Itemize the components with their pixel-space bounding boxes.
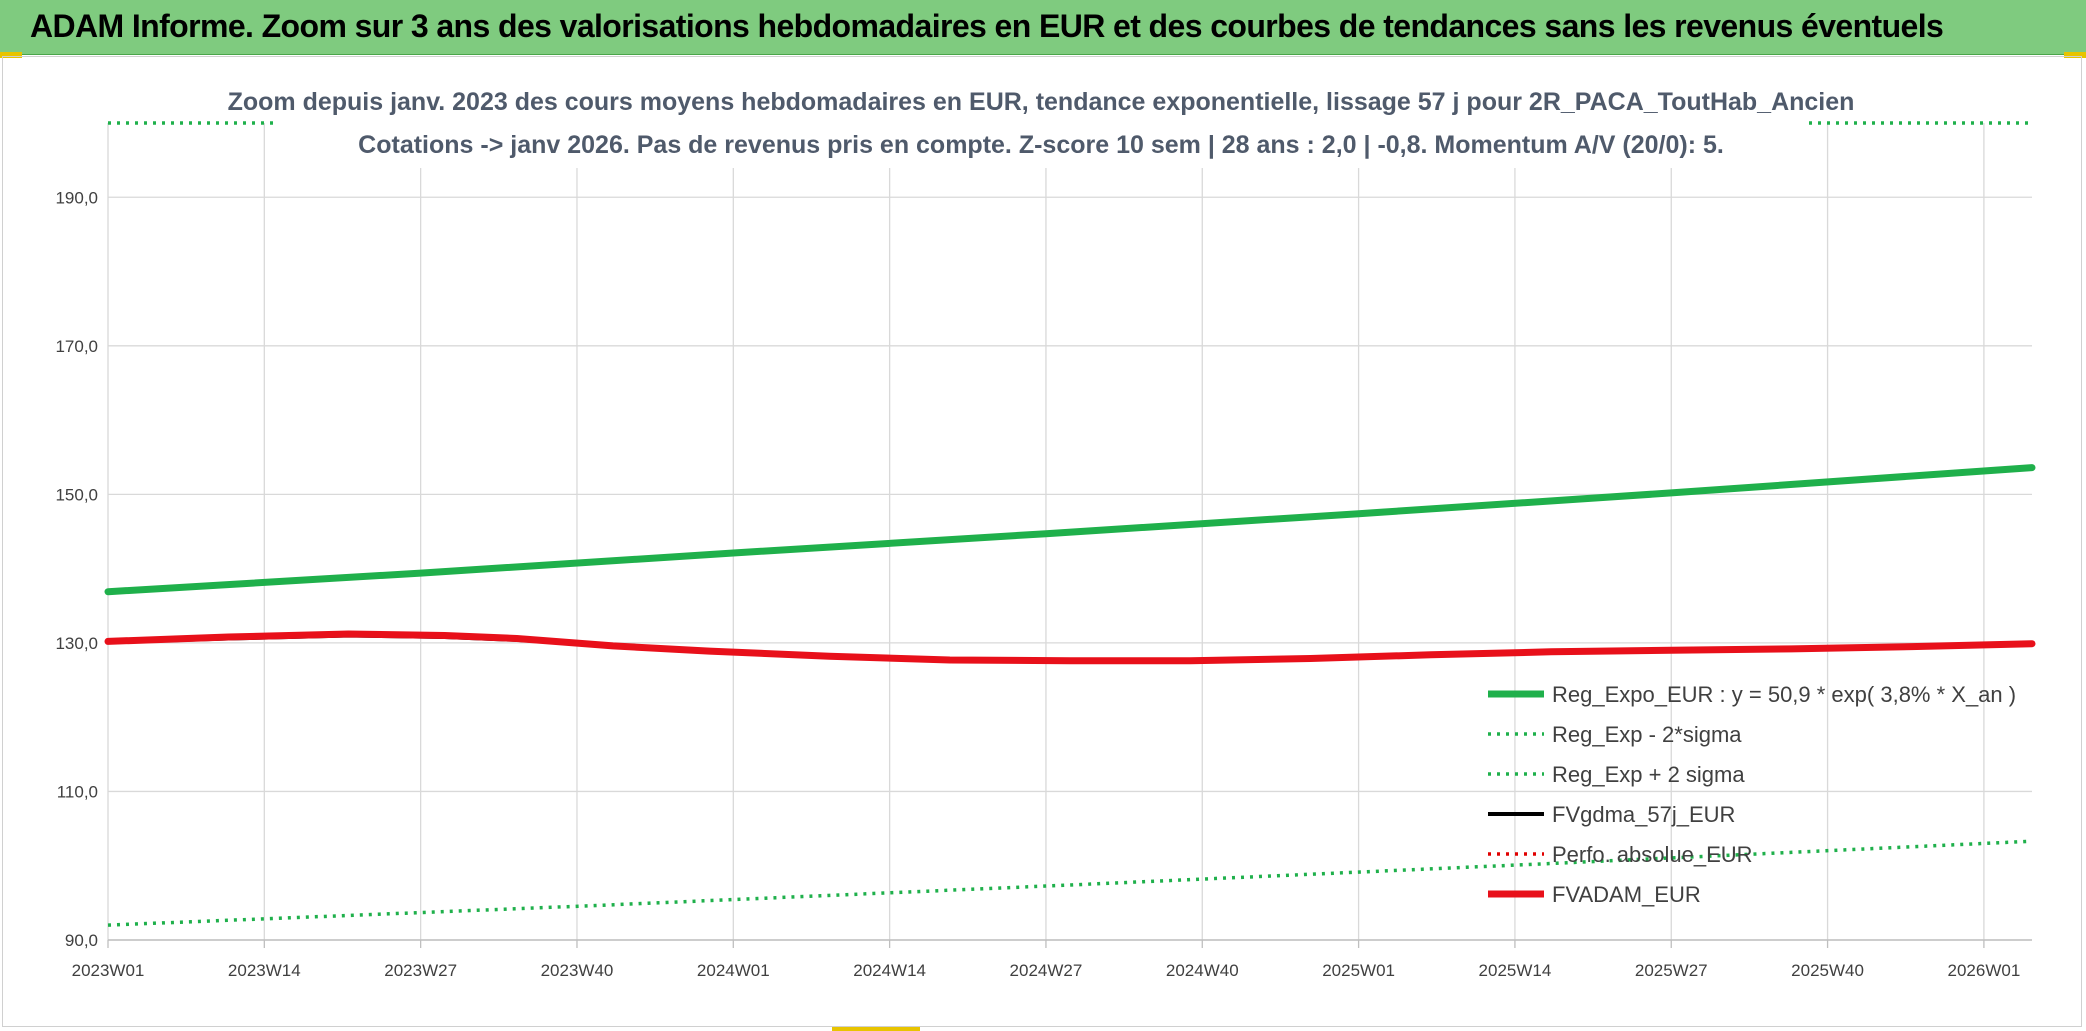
x-tick-label: 2026W01 [1948,961,2021,980]
y-tick-label: 190,0 [55,188,98,207]
x-tick-label: 2024W27 [1010,961,1083,980]
grid-lines [107,123,2032,941]
series-line-1 [107,839,2033,927]
x-tick-label: 2025W27 [1635,961,1708,980]
x-tick-label: 2023W14 [228,961,301,980]
x-axis: 2023W01 2023W14 2023W27 2023W40 2024W01 2024W… [72,939,2032,980]
series-line-5 [104,630,2036,665]
left-corner-mark [0,52,22,58]
x-tick-label: 2023W01 [72,961,145,980]
legend-label: FVADAM_EUR [1552,882,1701,907]
chart-title-line-1: Zoom depuis janv. 2023 des cours moyens … [228,88,1855,116]
x-tick-label: 2025W14 [1479,961,1552,980]
chart-title-background [278,76,1808,168]
x-tick-label: 2024W40 [1166,961,1239,980]
report-banner: ADAM Informe. Zoom sur 3 ans des valoris… [0,0,2086,55]
x-tick-label: 2024W14 [853,961,926,980]
legend-label: Reg_Exp - 2*sigma [1552,722,1742,747]
x-tick-label: 2023W40 [541,961,614,980]
legend-label: Perfo. absolue_EUR [1552,842,1753,867]
chart-frame [2,56,2082,1027]
y-tick-label: 90,0 [65,931,98,950]
legend-label: Reg_Expo_EUR : y = 50,9 * exp( 3,8% * X_… [1552,682,2016,707]
y-tick-label: 170,0 [55,337,98,356]
chart-title-line-2: Cotations -> janv 2026. Pas de revenus p… [358,131,1724,159]
right-corner-mark [2064,52,2086,58]
legend-label: FVgdma_57j_EUR [1552,802,1735,827]
y-tick-label: 110,0 [57,782,98,801]
x-tick-label: 2023W27 [384,961,457,980]
sigma-band-lines [107,121,2033,927]
y-axis: 90,0 110,0 130,0 150,0 170,0 190,0 [55,188,98,950]
bottom-edge-mark [832,1027,920,1031]
x-tick-label: 2024W01 [697,961,770,980]
series-line-0 [104,464,2036,596]
x-tick-label: 2025W01 [1322,961,1395,980]
legend: Reg_Expo_EUR : y = 50,9 * exp( 3,8% * X_… [1488,682,2016,907]
y-tick-label: 130,0 [55,634,98,653]
legend-label: Reg_Exp + 2 sigma [1552,762,1745,787]
x-tick-label: 2025W40 [1791,961,1864,980]
y-tick-label: 150,0 [55,485,98,504]
series-lines [104,464,2036,665]
report-title: ADAM Informe. Zoom sur 3 ans des valoris… [30,8,1944,44]
